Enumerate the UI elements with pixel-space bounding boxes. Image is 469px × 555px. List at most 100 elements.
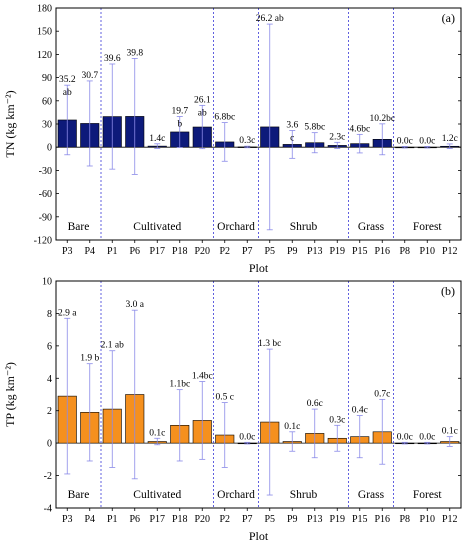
x-tick-label: P4: [84, 246, 95, 257]
chart-panel-1: 2.9 a P3 1.9 b P4 2.1 ab P1 3.0 a P6 0.1c P17 1.1b…: [3, 277, 462, 543]
x-tick-label: P17: [149, 246, 165, 257]
data-label: 5.8bc: [304, 123, 325, 133]
y-tick-label: 90: [42, 73, 52, 84]
data-label: 0.0c: [419, 136, 435, 146]
data-label: 1.3 bc: [258, 339, 281, 349]
data-label: 0.6c: [307, 399, 323, 409]
y-axis-label: TN (kg km⁻²): [3, 90, 17, 157]
group-label: Grass: [358, 221, 385, 233]
x-tick-label: P2: [219, 246, 230, 257]
data-label: 0.0c: [419, 432, 435, 442]
group-label: Bare: [68, 489, 90, 501]
x-tick-label: P5: [264, 514, 275, 525]
group-label: Cultivated: [133, 489, 181, 501]
x-tick-label: P1: [107, 246, 118, 257]
y-tick-label: 6: [47, 341, 52, 352]
plot-frame: [55, 280, 462, 509]
group-label: Cultivated: [133, 221, 181, 233]
y-tick-label: 0: [47, 143, 52, 154]
x-axis-label: Plot: [249, 261, 269, 275]
x-tick-label: P9: [287, 246, 298, 257]
data-label: 1.4c: [149, 134, 165, 144]
x-tick-label: P5: [264, 246, 275, 257]
y-tick-label: 150: [37, 27, 52, 38]
x-tick-label: P13: [307, 246, 323, 257]
data-label: 1.4bc: [192, 372, 213, 382]
x-tick-label: P10: [419, 514, 435, 525]
x-tick-label: P9: [287, 514, 298, 525]
data-label: 19.7: [171, 106, 188, 116]
data-label: 0.0c: [397, 136, 413, 146]
x-tick-label: P16: [374, 246, 390, 257]
x-tick-label: P19: [329, 514, 345, 525]
data-label: 6.8bc: [214, 113, 235, 123]
y-tick-label: 4: [47, 374, 52, 385]
x-tick-label: P17: [149, 514, 165, 525]
x-tick-label: P7: [242, 246, 253, 257]
x-tick-label: P3: [62, 514, 73, 525]
group-label: Shrub: [290, 221, 318, 233]
data-label: 10.2bc: [369, 114, 395, 124]
data-label: 30.7: [81, 71, 98, 81]
data-label: 1.2c: [442, 134, 458, 144]
data-label: 2.3c: [329, 132, 345, 142]
panel-label: (b): [441, 284, 455, 298]
data-label: 0.4c: [352, 406, 368, 416]
x-tick-label: P2: [219, 514, 230, 525]
group-label: Orchard: [217, 489, 255, 501]
x-tick-label: P12: [442, 246, 458, 257]
y-axis-label: TP (kg km⁻²): [3, 362, 17, 427]
data-label: 2.1 ab: [101, 341, 124, 351]
data-label: 0.0c: [397, 432, 413, 442]
x-tick-label: P15: [352, 246, 368, 257]
y-tick-label: 120: [37, 50, 52, 61]
y-tick-label: 60: [42, 96, 52, 107]
y-tick-label: -4: [44, 504, 52, 515]
data-label: 3.0 a: [126, 300, 145, 310]
significance-letter: c: [290, 133, 294, 143]
plot-frame: [55, 7, 462, 241]
y-tick-label: 0: [47, 439, 52, 450]
x-tick-label: P18: [172, 514, 188, 525]
panel-label: (a): [442, 11, 455, 25]
data-label: 26.2 ab: [256, 14, 284, 24]
data-label: 39.6: [104, 54, 121, 64]
significance-letter: b: [177, 119, 182, 129]
group-label: Grass: [358, 489, 385, 501]
x-tick-label: P6: [129, 246, 140, 257]
y-tick-label: -120: [34, 236, 52, 247]
x-tick-label: P1: [107, 514, 118, 525]
data-label: 0.1c: [149, 428, 165, 438]
x-tick-label: P18: [172, 246, 188, 257]
x-tick-label: P16: [374, 514, 390, 525]
group-label: Forest: [413, 221, 443, 233]
group-label: Shrub: [290, 489, 318, 501]
y-tick-label: 180: [37, 4, 52, 15]
x-axis-label: Plot: [249, 529, 269, 543]
data-label: 0.3c: [329, 415, 345, 425]
x-tick-label: P15: [352, 514, 368, 525]
y-tick-label: 10: [42, 277, 52, 288]
x-tick-label: P20: [194, 514, 210, 525]
x-tick-label: P7: [242, 514, 253, 525]
y-tick-label: -90: [39, 212, 52, 223]
x-tick-label: P6: [129, 514, 140, 525]
y-tick-label: -30: [39, 166, 52, 177]
x-tick-label: P4: [84, 514, 95, 525]
data-label: 1.9 b: [80, 354, 99, 364]
x-tick-label: P8: [399, 514, 410, 525]
data-label: 0.3c: [239, 136, 255, 146]
significance-letter: ab: [63, 88, 72, 98]
significance-letter: ab: [198, 108, 207, 118]
data-label: 26.1: [194, 95, 211, 105]
data-label: 2.9 a: [58, 308, 77, 318]
x-tick-label: P3: [62, 246, 73, 257]
y-tick-label: -60: [39, 189, 52, 200]
data-label: 0.0c: [239, 432, 255, 442]
data-label: 3.6: [286, 120, 298, 130]
x-tick-label: P12: [442, 514, 458, 525]
x-tick-label: P20: [194, 246, 210, 257]
data-label: 1.1bc: [169, 380, 190, 390]
